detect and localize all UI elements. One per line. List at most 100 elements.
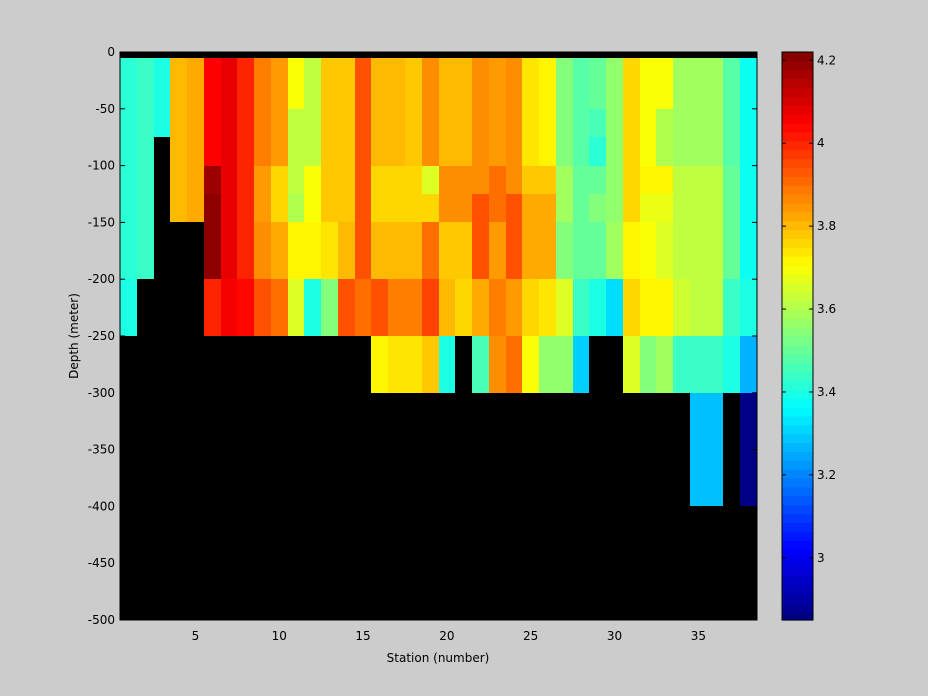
heatmap-cell [137,137,154,166]
heatmap-cell [422,109,439,137]
heatmap-cell [539,137,556,166]
y-tick-label: -300 [88,386,115,400]
heatmap-cell [237,52,254,109]
heatmap-cell [137,109,154,137]
y-tick-label: -400 [88,499,115,513]
heatmap-cell [489,166,506,194]
heatmap-cell [472,109,489,137]
y-axis-label: Depth (meter) [67,293,81,379]
heatmap-cell [740,222,757,279]
heatmap-cell [405,222,422,279]
heatmap-cell [556,166,573,194]
heatmap-cell [304,137,321,166]
x-tick-label: 15 [355,629,370,643]
colorbar-segment [782,531,813,541]
colorbar-ticks: 3 3.2 3.4 3.6 3.8 4 4.2 [782,53,836,565]
heatmap-cell [589,109,606,137]
heatmap-cell [288,279,304,336]
heatmap-cell [304,279,321,336]
heatmap-cell [371,52,388,109]
heatmap-cell [723,222,740,279]
heatmap-cell [338,166,355,194]
heatmap-cell [707,166,723,194]
y-tick-label: -250 [88,329,115,343]
heatmap-cell [120,137,137,166]
colorbar-segment [782,114,813,124]
heatmap-cell [338,279,355,336]
heatmap-cell [556,194,573,222]
heatmap-cell [573,194,589,222]
heatmap-cell [506,109,522,137]
heatmap-cell [120,222,137,279]
heatmap-cell [439,137,455,166]
colorbar-segment [782,265,813,275]
heatmap-cell [288,194,304,222]
heatmap-cell [707,52,723,109]
heatmap-cell [723,194,740,222]
colorbar-segment [782,318,813,328]
heatmap-cell [573,52,589,109]
heatmap-cell [506,52,522,109]
heatmap-cell [522,52,539,109]
heatmap-cell [556,336,573,393]
colorbar-segment [782,602,813,612]
heatmap-cell [221,194,237,222]
colorbar-tick-label: 3.4 [817,385,836,399]
heatmap-cell [455,222,472,279]
heatmap-cell [472,137,489,166]
colorbar-segment [782,593,813,603]
heatmap-cell [288,109,304,137]
heatmap-cell [170,194,187,222]
heatmap-cell [271,166,288,194]
y-axis-ticks: 0 -50 -100 -150 -200 -250 -300 -350 -400 -450 -500 [88,45,757,627]
heatmap-cell [573,222,589,279]
heatmap-cell [606,194,623,222]
colorbar-segment [782,540,813,550]
heatmap-cell [388,336,405,393]
heatmap-cell [640,336,656,393]
heatmap-cell [522,279,539,336]
x-tick-label: 35 [691,629,706,643]
heatmap-cell [271,109,288,137]
heatmap-cell [623,279,640,336]
colorbar-segment [782,433,813,444]
heatmap-cell [371,336,388,393]
heatmap-cell [170,52,187,109]
heatmap-cell [388,279,405,336]
heatmap-cell [656,279,673,336]
heatmap-cell [254,194,271,222]
heatmap-cell [589,137,606,166]
colorbar-segment [782,140,813,151]
colorbar-segment [782,407,813,417]
heatmap-cell [723,137,740,166]
heatmap-cell [673,194,690,222]
heatmap-cell [405,279,422,336]
colorbar-segment [782,96,813,106]
colorbar-segment [782,105,813,115]
heatmap-cell [405,52,422,109]
heatmap-cell [439,222,455,279]
heatmap-cell [204,109,221,137]
heatmap-cell [690,194,707,222]
heatmap-cell [656,222,673,279]
heatmap-cell [137,166,154,194]
heatmap-cell [422,194,439,222]
heatmap-cell [271,52,288,109]
heatmap-cell [455,166,472,194]
colorbar-segment [782,149,813,160]
heatmap-cell [271,194,288,222]
heatmap-cell [371,166,388,194]
heatmap-cell [355,137,371,166]
heatmap-cell [371,137,388,166]
colorbar-tick-label: 3.8 [817,219,836,233]
heatmap-cell [321,194,338,222]
heatmap-cell [640,222,656,279]
heatmap-cell [388,109,405,137]
heatmap-cell [673,52,690,109]
heatmap-cell [439,166,455,194]
heatmap-cell [539,52,556,109]
colorbar-segment [782,52,813,62]
heatmap-cell [422,137,439,166]
heatmap-cell [422,279,439,336]
